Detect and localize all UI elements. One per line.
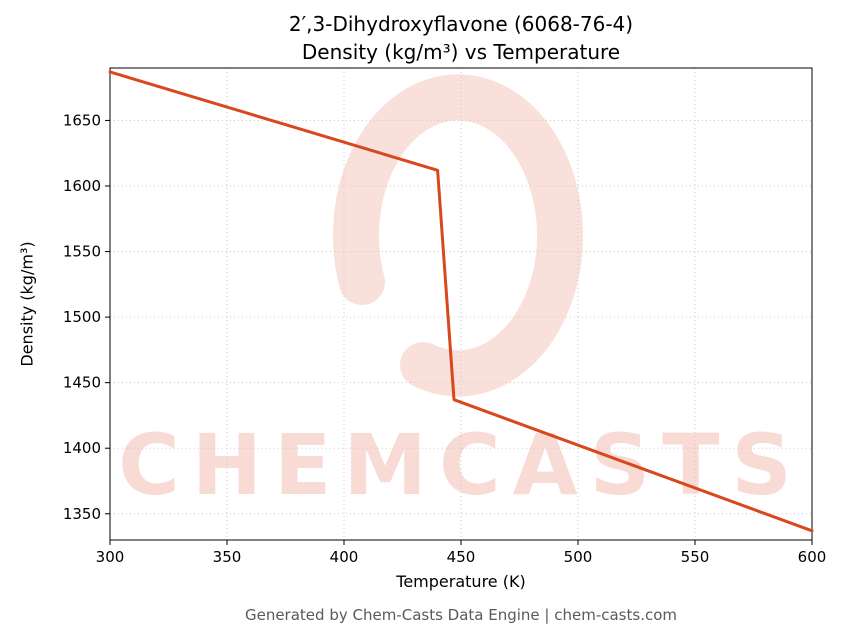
y-tick-label: 1600: [63, 177, 101, 195]
chart-title: 2′,3-Dihydroxyflavone (6068-76-4) Densit…: [110, 10, 812, 66]
footer-text: Generated by Chem-Casts Data Engine | ch…: [244, 606, 678, 624]
y-tick-label: 1400: [63, 439, 101, 457]
chart-title-line1: 2′,3-Dihydroxyflavone (6068-76-4): [288, 12, 634, 36]
x-tick-label: 550: [681, 548, 710, 566]
y-tick-label: 1550: [63, 243, 101, 261]
x-tick-label: 350: [213, 548, 242, 566]
series-line-density: [108, 70, 814, 533]
y-tick-label: 1500: [63, 308, 101, 326]
y-tick-label: 1450: [63, 374, 101, 392]
x-tick-label: 300: [96, 548, 125, 566]
plot-border: [109, 67, 813, 541]
x-tick-label: 400: [330, 548, 359, 566]
y-tick-label: 1350: [63, 505, 101, 523]
x-axis-label: Temperature (K): [396, 572, 526, 591]
y-axis-label: Density (kg/m³): [17, 241, 37, 367]
x-tick-label: 450: [447, 548, 476, 566]
chart-title-line2: Density (kg/m³) vs Temperature: [301, 40, 621, 64]
x-tick-label: 500: [564, 548, 593, 566]
y-tick-label: 1650: [63, 111, 101, 129]
x-tick-label: 600: [798, 548, 827, 566]
watermark-text: CHEMCASTS: [118, 416, 804, 514]
